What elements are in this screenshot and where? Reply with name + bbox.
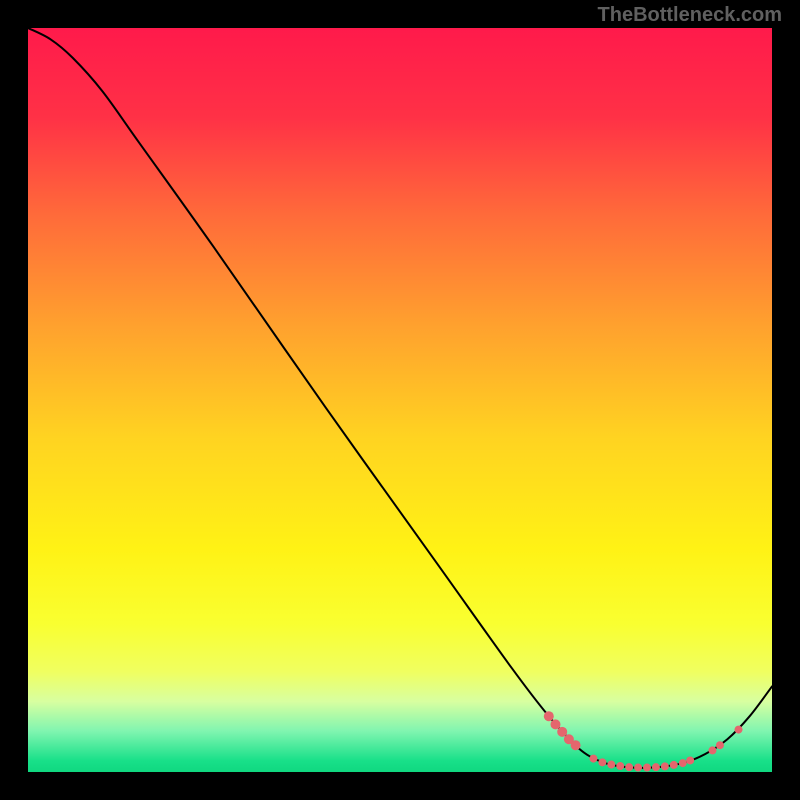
curve-marker — [571, 740, 581, 750]
chart-stage: TheBottleneck.com — [0, 0, 800, 800]
curve-marker — [661, 762, 669, 770]
curve-marker — [679, 759, 687, 767]
curve-marker — [708, 746, 716, 754]
curve-marker — [686, 756, 694, 764]
curve-marker — [616, 762, 624, 770]
chart-background — [28, 28, 772, 772]
curve-marker — [589, 755, 597, 763]
curve-marker — [670, 761, 678, 769]
bottleneck-curve-chart — [28, 28, 772, 772]
attribution-text: TheBottleneck.com — [598, 4, 782, 27]
curve-marker — [607, 761, 615, 769]
curve-marker — [550, 719, 560, 729]
curve-marker — [598, 758, 606, 766]
curve-marker — [634, 764, 642, 772]
curve-marker — [625, 763, 633, 771]
curve-marker — [735, 726, 743, 734]
curve-marker — [643, 764, 651, 772]
curve-marker — [716, 741, 724, 749]
curve-marker — [557, 727, 567, 737]
curve-marker — [544, 711, 554, 721]
curve-marker — [652, 763, 660, 771]
